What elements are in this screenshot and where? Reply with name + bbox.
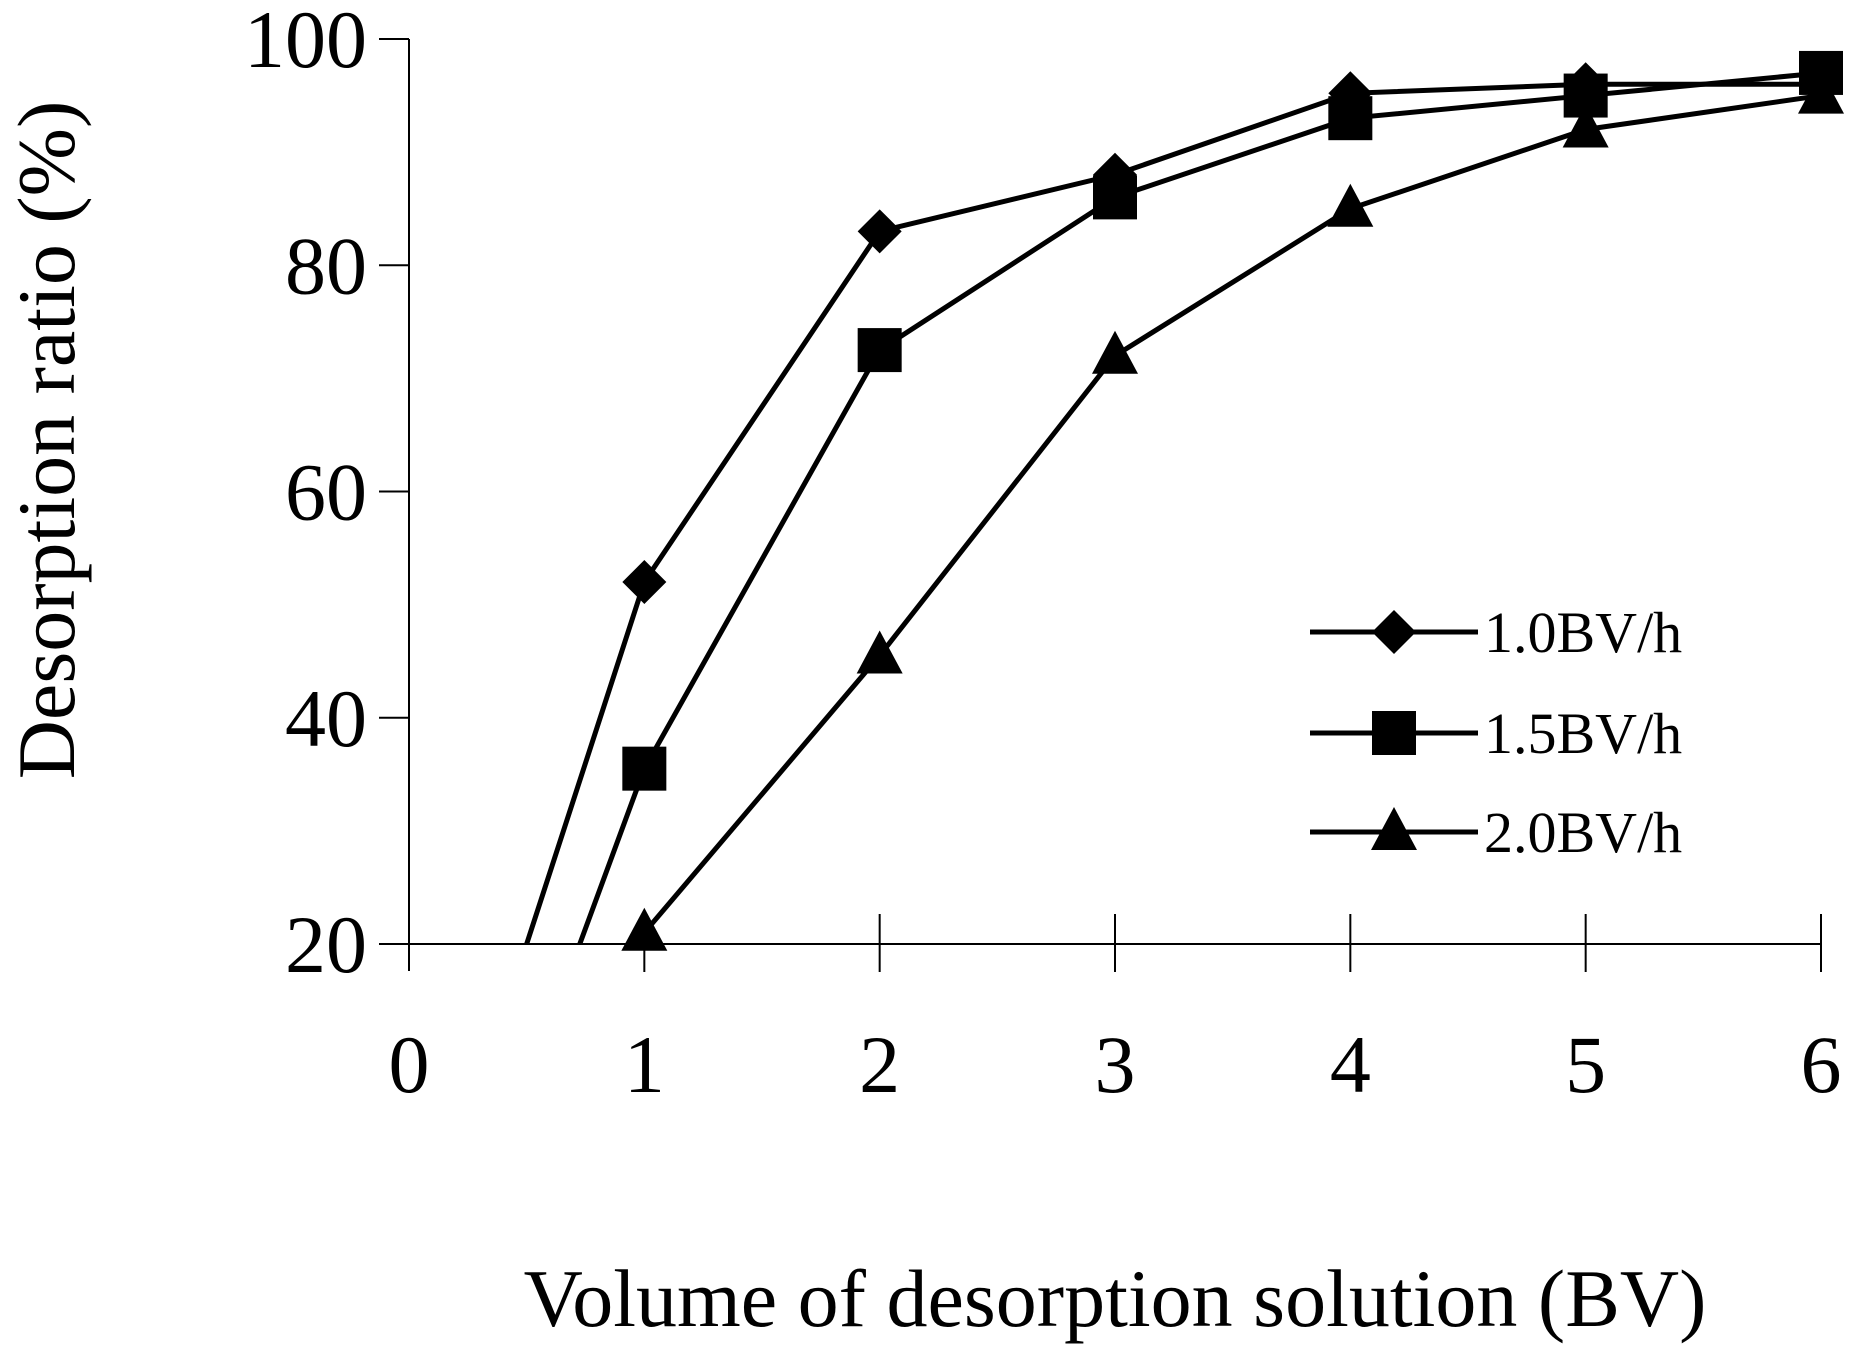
axis-ticks: 20 40 60 80 100 0 1 2 3 4 5 6 (244, 0, 1842, 1110)
legend: 1.0BV/h 1.5BV/h 2.0BV/h (1310, 600, 1682, 865)
x-tick-label: 5 (1565, 1019, 1606, 1110)
data-point-diamond (857, 209, 902, 254)
legend-label: 1.0BV/h (1484, 600, 1682, 665)
series-line-1 (524, 81, 1821, 944)
legend-marker-diamond (1372, 610, 1416, 654)
data-point-square (622, 746, 667, 791)
x-tick-label: 4 (1330, 1019, 1371, 1110)
x-axis-title: Volume of desorption solution (BV) (524, 1253, 1707, 1344)
data-point-triangle (1327, 183, 1374, 227)
y-tick-label: 100 (244, 0, 367, 85)
data-point-square (1328, 96, 1373, 141)
y-tick-label: 40 (285, 673, 367, 764)
y-tick-label: 80 (285, 220, 367, 311)
legend-marker-square (1372, 711, 1416, 755)
y-axis-title: Desorption ratio (%) (1, 101, 92, 780)
x-tick-label: 2 (859, 1019, 900, 1110)
data-point-triangle (1798, 70, 1844, 114)
data-point-square (1093, 175, 1137, 220)
data-point-diamond (622, 560, 667, 604)
axes (379, 39, 1821, 971)
x-tick-label: 0 (389, 1019, 430, 1110)
data-point-triangle (1092, 330, 1138, 374)
legend-marker-triangle (1371, 807, 1417, 850)
data-point-triangle (621, 907, 668, 951)
x-tick-label: 3 (1095, 1019, 1136, 1110)
legend-label: 1.5BV/h (1484, 701, 1682, 766)
data-point-triangle (1562, 104, 1609, 148)
x-tick-label: 6 (1801, 1019, 1842, 1110)
y-tick-label: 60 (285, 447, 367, 538)
data-point-square (857, 328, 902, 373)
y-tick-label: 20 (285, 899, 367, 990)
data-point-triangle (856, 630, 903, 674)
legend-label: 2.0BV/h (1484, 800, 1682, 865)
markers-layer (621, 50, 1844, 951)
x-tick-label: 1 (624, 1019, 665, 1110)
